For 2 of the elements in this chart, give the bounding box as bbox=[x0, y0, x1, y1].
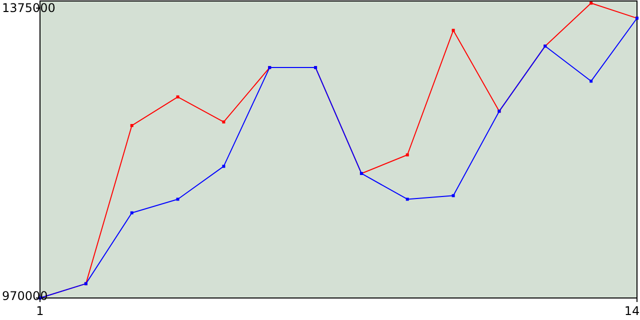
x-tick-label: 1 bbox=[36, 304, 44, 318]
x-tick-label: 14 bbox=[624, 304, 640, 318]
